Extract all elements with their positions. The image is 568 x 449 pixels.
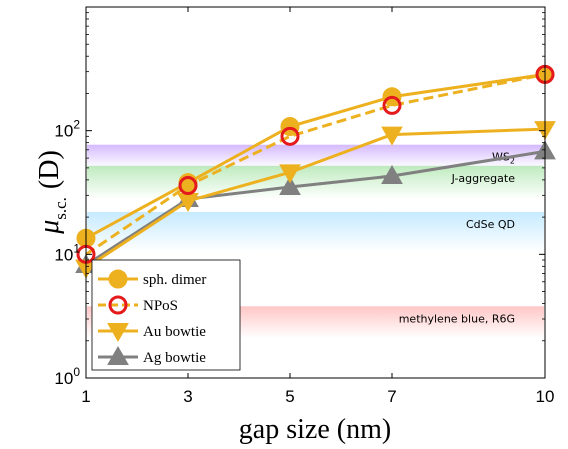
x-axis-label: gap size (nm) bbox=[239, 414, 391, 445]
y-tick-base: 10 bbox=[54, 369, 73, 388]
legend-swatch-marker bbox=[107, 345, 129, 365]
y-tick-label: 101 bbox=[54, 241, 80, 264]
x-tick-label: 10 bbox=[536, 387, 555, 406]
legend-label: NPoS bbox=[143, 298, 178, 314]
data-point bbox=[381, 164, 403, 184]
legend: sph. dimer NPoS Au bowtie Ag bowtie bbox=[91, 259, 241, 371]
band-2 bbox=[87, 165, 544, 200]
x-tick-label: 5 bbox=[285, 387, 294, 406]
y-axis-label: μs.c. (D) bbox=[34, 150, 70, 235]
band-label-text: CdSe QD bbox=[466, 218, 515, 231]
band-label: methylene blue, R6G bbox=[399, 312, 515, 325]
y-tick-exponent: 2 bbox=[73, 118, 80, 132]
y-tick-label: 100 bbox=[54, 365, 80, 388]
plot-frame bbox=[85, 6, 546, 379]
data-point bbox=[280, 126, 300, 146]
band-label-subscript: 2 bbox=[510, 157, 515, 166]
band-label-text: methylene blue, R6G bbox=[399, 312, 515, 325]
band-label-text: J-aggregate bbox=[451, 172, 516, 185]
legend-swatch-marker bbox=[107, 323, 129, 343]
data-point bbox=[279, 176, 301, 196]
y-axis-subscript: s.c. bbox=[51, 197, 70, 220]
legend-swatch-marker bbox=[108, 269, 128, 289]
band-1 bbox=[87, 144, 544, 168]
y-tick-label: 102 bbox=[54, 118, 80, 141]
x-tick-label: 3 bbox=[183, 387, 192, 406]
series-line bbox=[85, 72, 546, 256]
legend-swatch-marker bbox=[108, 295, 128, 315]
legend-label: sph. dimer bbox=[143, 272, 206, 288]
data-point bbox=[178, 176, 198, 196]
y-tick-exponent: 0 bbox=[73, 365, 80, 379]
y-tick-base: 10 bbox=[54, 122, 73, 141]
y-tick-exponent: 1 bbox=[73, 241, 80, 255]
y-axis-unit: (D) bbox=[34, 150, 65, 189]
x-tick-label: 1 bbox=[81, 387, 90, 406]
legend-entry: Ag bowtie bbox=[98, 345, 206, 366]
legend-label: Ag bowtie bbox=[143, 350, 206, 366]
band-label: CdSe QD bbox=[466, 218, 515, 231]
data-point bbox=[382, 95, 402, 115]
legend-label: Au bowtie bbox=[143, 324, 206, 340]
svg-text:μs.c.(D): μs.c. (D) bbox=[34, 150, 70, 235]
data-point bbox=[279, 164, 301, 184]
y-axis-symbol: μ bbox=[34, 220, 65, 235]
y-tick-base: 10 bbox=[54, 245, 73, 264]
band-label: J-aggregate bbox=[451, 172, 516, 185]
legend-entry: NPoS bbox=[98, 295, 178, 315]
legend-entry: Au bowtie bbox=[98, 323, 206, 343]
data-point bbox=[381, 126, 403, 146]
x-tick-label: 7 bbox=[387, 387, 396, 406]
legend-entry: sph. dimer bbox=[98, 269, 206, 289]
